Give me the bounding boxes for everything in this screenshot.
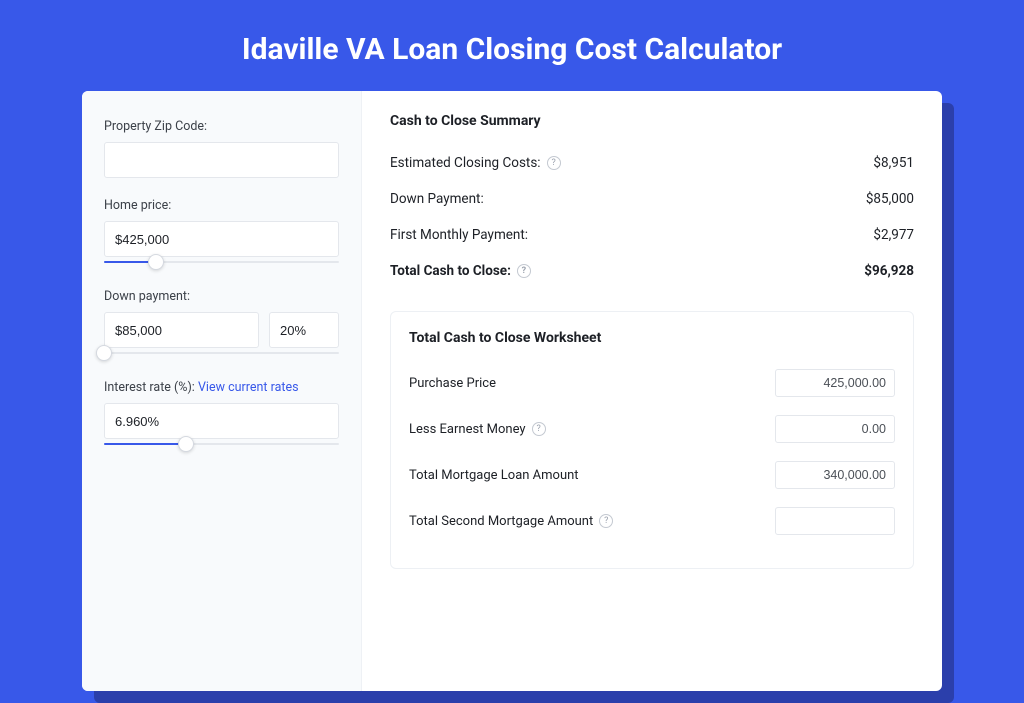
calculator-card-wrap: Property Zip Code: Home price: Down paym… [82, 91, 942, 691]
slider-fill [104, 443, 186, 445]
summary-value: $85,000 [866, 191, 914, 207]
worksheet-title: Total Cash to Close Worksheet [409, 330, 895, 346]
down-payment-slider[interactable] [104, 346, 339, 360]
calculator-card: Property Zip Code: Home price: Down paym… [82, 91, 942, 691]
results-panel: Cash to Close Summary Estimated Closing … [362, 91, 942, 691]
help-icon[interactable]: ? [547, 156, 561, 170]
interest-rate-slider[interactable] [104, 437, 339, 451]
summary-value: $96,928 [864, 263, 914, 279]
interest-rate-label-text: Interest rate (%): [104, 380, 195, 395]
zip-field: Property Zip Code: [104, 119, 339, 178]
summary-label: Down Payment: [390, 191, 484, 207]
worksheet-row-earnest-money: Less Earnest Money ? [409, 406, 895, 452]
summary-row-closing-costs: Estimated Closing Costs: ? $8,951 [390, 145, 914, 181]
worksheet-label: Less Earnest Money [409, 422, 526, 437]
home-price-field: Home price: [104, 198, 339, 269]
help-icon[interactable]: ? [517, 264, 531, 278]
down-payment-field: Down payment: [104, 289, 339, 360]
zip-input[interactable] [104, 142, 339, 178]
down-payment-percent-input[interactable] [269, 312, 339, 348]
worksheet-purchase-price-input[interactable] [775, 369, 895, 397]
summary-row-down-payment: Down Payment: $85,000 [390, 181, 914, 217]
divider [390, 289, 914, 311]
summary-label: First Monthly Payment: [390, 227, 528, 243]
summary-title: Cash to Close Summary [390, 113, 914, 129]
slider-thumb[interactable] [178, 436, 194, 452]
down-payment-input[interactable] [104, 312, 259, 348]
summary-label: Estimated Closing Costs: [390, 155, 541, 171]
slider-thumb[interactable] [148, 254, 164, 270]
interest-rate-field: Interest rate (%): View current rates [104, 380, 339, 451]
summary-row-total: Total Cash to Close: ? $96,928 [390, 253, 914, 289]
page-title: Idaville VA Loan Closing Cost Calculator [0, 0, 1024, 91]
interest-rate-input[interactable] [104, 403, 339, 439]
down-payment-label: Down payment: [104, 289, 339, 304]
summary-value: $2,977 [873, 227, 914, 243]
zip-label: Property Zip Code: [104, 119, 339, 134]
home-price-slider[interactable] [104, 255, 339, 269]
help-icon[interactable]: ? [599, 514, 613, 528]
worksheet-row-mortgage-amount: Total Mortgage Loan Amount [409, 452, 895, 498]
worksheet-earnest-money-input[interactable] [775, 415, 895, 443]
summary-value: $8,951 [873, 155, 914, 171]
inputs-panel: Property Zip Code: Home price: Down paym… [82, 91, 362, 691]
worksheet-label: Purchase Price [409, 376, 496, 391]
view-rates-link[interactable]: View current rates [198, 380, 299, 395]
interest-rate-label: Interest rate (%): View current rates [104, 380, 339, 395]
worksheet-row-second-mortgage: Total Second Mortgage Amount ? [409, 498, 895, 544]
summary-label: Total Cash to Close: [390, 263, 511, 279]
home-price-input[interactable] [104, 221, 339, 257]
worksheet-mortgage-amount-input[interactable] [775, 461, 895, 489]
worksheet-label: Total Second Mortgage Amount [409, 514, 593, 529]
summary-row-first-payment: First Monthly Payment: $2,977 [390, 217, 914, 253]
slider-track [104, 352, 339, 354]
worksheet-row-purchase-price: Purchase Price [409, 360, 895, 406]
help-icon[interactable]: ? [532, 422, 546, 436]
worksheet-label: Total Mortgage Loan Amount [409, 468, 579, 483]
home-price-label: Home price: [104, 198, 339, 213]
slider-thumb[interactable] [96, 345, 112, 361]
worksheet-card: Total Cash to Close Worksheet Purchase P… [390, 311, 914, 569]
worksheet-second-mortgage-input[interactable] [775, 507, 895, 535]
